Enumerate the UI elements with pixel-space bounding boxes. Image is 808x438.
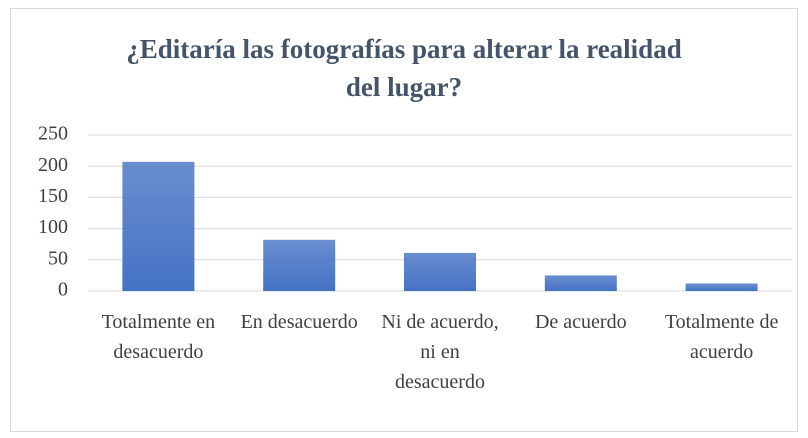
bar	[404, 252, 476, 291]
x-tick-label: Totalmente de acuerdo	[664, 311, 779, 363]
y-tick-label: 100	[38, 216, 68, 238]
bar	[685, 283, 758, 291]
y-tick-label: 50	[48, 247, 68, 269]
y-tick-label: 250	[38, 123, 68, 145]
x-tick-label: En desacuerdo	[240, 311, 358, 333]
chart-frame	[10, 8, 798, 432]
chart-title: ¿Editaría las fotografías para alterar l…	[126, 34, 682, 102]
x-tick-label: Totalmente en desacuerdo	[101, 311, 216, 363]
y-tick-label: 0	[58, 279, 68, 301]
bar	[263, 239, 336, 291]
x-tick-label: Ni de acuerdo, ni en desacuerdo	[381, 311, 499, 393]
y-tick-label: 150	[38, 185, 68, 207]
bar	[544, 275, 617, 291]
x-tick-label: De acuerdo	[534, 311, 627, 333]
y-tick-label: 200	[38, 154, 68, 176]
bar	[122, 161, 195, 291]
